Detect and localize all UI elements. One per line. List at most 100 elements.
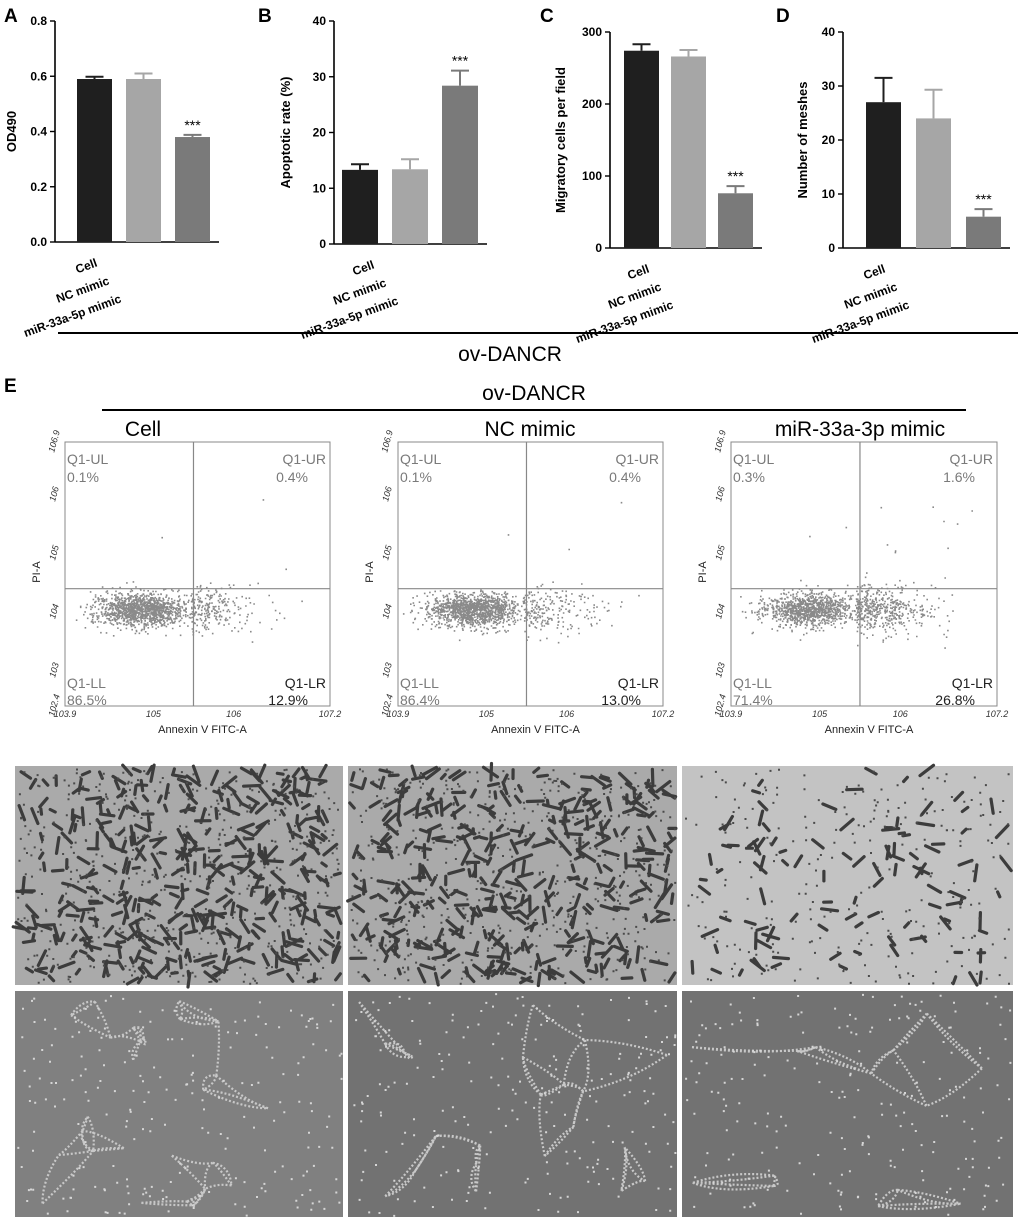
quadrant-ur-name: Q1-UR	[615, 451, 659, 467]
significance-label: ***	[727, 168, 744, 184]
quadrant-ur-name: Q1-UR	[282, 451, 326, 467]
quadrant-ul-name: Q1-UL	[67, 451, 108, 467]
x-tick-label: 103.9	[54, 709, 77, 719]
bar-1	[126, 79, 161, 242]
quadrant-ll-value: 86.4%	[400, 692, 440, 708]
tube-image-bg	[15, 991, 343, 1217]
quadrant-ll-name: Q1-LL	[67, 675, 106, 691]
loose-cells	[17, 995, 343, 1217]
y-tick-label: 0.4	[30, 125, 47, 139]
x-tick-label: 106	[559, 709, 574, 719]
bar-0	[77, 79, 112, 242]
panel-letter-e: E	[4, 376, 17, 397]
y-tick-label: 106.9	[46, 429, 61, 453]
quadrant-lr-name: Q1-LR	[618, 675, 659, 691]
y-tick-label: 10	[313, 181, 327, 195]
category-label: Cell	[862, 262, 887, 283]
y-tick-label: 30	[822, 79, 836, 93]
quadrant-lr-value: 12.9%	[268, 692, 308, 708]
y-tick-label: 103	[380, 661, 394, 678]
quadrant-ur-value: 0.4%	[276, 469, 308, 485]
quadrant-ll-name: Q1-LL	[733, 675, 772, 691]
flow-column-title: NC mimic	[485, 418, 576, 441]
quadrant-lr-value: 26.8%	[935, 692, 975, 708]
x-tick-label: 103.9	[387, 709, 410, 719]
y-tick-label: 20	[822, 133, 836, 147]
y-tick-label: 0	[828, 241, 835, 255]
x-tick-label: 105	[479, 709, 495, 719]
migration-image-0	[11, 763, 343, 989]
quadrant-ul-value: 0.1%	[67, 469, 99, 485]
y-tick-label: 200	[582, 97, 602, 111]
migrated-cells	[346, 761, 678, 988]
x-axis-title: Annexin V FITC-A	[491, 724, 580, 736]
y-tick-label: 106	[713, 485, 727, 502]
y-axis-title: PI-A	[31, 561, 43, 583]
flow-plot-frame	[64, 441, 331, 707]
x-tick-label: 107.2	[319, 709, 342, 719]
migration-image-bg	[682, 766, 1013, 985]
significance-label: ***	[452, 53, 469, 69]
y-tick-label: 105	[713, 543, 727, 561]
panel-letter-b: B	[258, 6, 272, 27]
quadrant-ll-value: 86.5%	[67, 692, 107, 708]
tube-network	[358, 1001, 668, 1198]
y-tick-label: 100	[582, 169, 602, 183]
y-tick-label: 0.8	[30, 14, 47, 28]
x-axis-title: Annexin V FITC-A	[158, 724, 247, 736]
x-tick-label: 105	[812, 709, 828, 719]
quadrant-ul-value: 0.1%	[400, 469, 432, 485]
micrographs-layer	[11, 761, 1013, 1217]
y-tick-label: 106.9	[379, 429, 394, 453]
migration-image-1	[346, 761, 678, 988]
panel-letter-d: D	[776, 6, 790, 27]
tube-network	[691, 1012, 983, 1211]
y-tick-label: 106	[380, 485, 394, 502]
panel-letter-a: A	[4, 6, 18, 27]
quadrant-ul-name: Q1-UL	[400, 451, 441, 467]
y-tick-label: 103	[713, 661, 727, 678]
quadrant-ll-name: Q1-LL	[400, 675, 439, 691]
quadrant-ll-value: 71.4%	[733, 692, 773, 708]
y-tick-label: 103	[47, 661, 61, 678]
y-tick-label: 10	[822, 187, 836, 201]
bar-2	[442, 85, 478, 244]
quadrant-ur-value: 1.6%	[943, 469, 975, 485]
flow-column-title: Cell	[125, 418, 161, 441]
quadrant-ur-value: 0.4%	[609, 469, 641, 485]
y-tick-label: 0.6	[30, 69, 47, 83]
x-tick-label: 103.9	[720, 709, 743, 719]
significance-label: ***	[184, 117, 201, 133]
y-tick-label: 40	[313, 14, 327, 28]
y-tick-label: 105	[380, 543, 394, 561]
bar-2	[966, 216, 1001, 248]
significance-label: ***	[975, 191, 992, 207]
y-axis-title: PI-A	[364, 561, 376, 583]
y-tick-label: 20	[313, 126, 327, 140]
migrated-cells	[690, 763, 1013, 987]
x-axis-title: Annexin V FITC-A	[825, 724, 914, 736]
flow-events	[740, 506, 973, 649]
y-axis-title: PI-A	[697, 561, 709, 583]
y-tick-label: 106	[47, 485, 61, 502]
quadrant-lr-value: 13.0%	[601, 692, 641, 708]
y-tick-label: 300	[582, 25, 602, 39]
y-tick-label: 106.9	[712, 429, 727, 453]
flow-group-label: ov-DANCR	[482, 382, 586, 405]
quadrant-lr-name: Q1-LR	[285, 675, 326, 691]
y-tick-label: 0.2	[30, 180, 47, 194]
flow-plot-frame	[397, 441, 664, 707]
x-tick-label: 107.2	[986, 709, 1009, 719]
y-tick-label: 0.0	[30, 235, 47, 249]
tube-formation-image-2	[682, 991, 1013, 1217]
flow-events	[75, 499, 303, 643]
bar-1	[916, 118, 951, 249]
y-axis-title: Migratory cells per field	[553, 67, 568, 213]
category-label: Cell	[74, 256, 99, 277]
y-tick-label: 0	[595, 241, 602, 255]
bar-1	[392, 169, 428, 244]
